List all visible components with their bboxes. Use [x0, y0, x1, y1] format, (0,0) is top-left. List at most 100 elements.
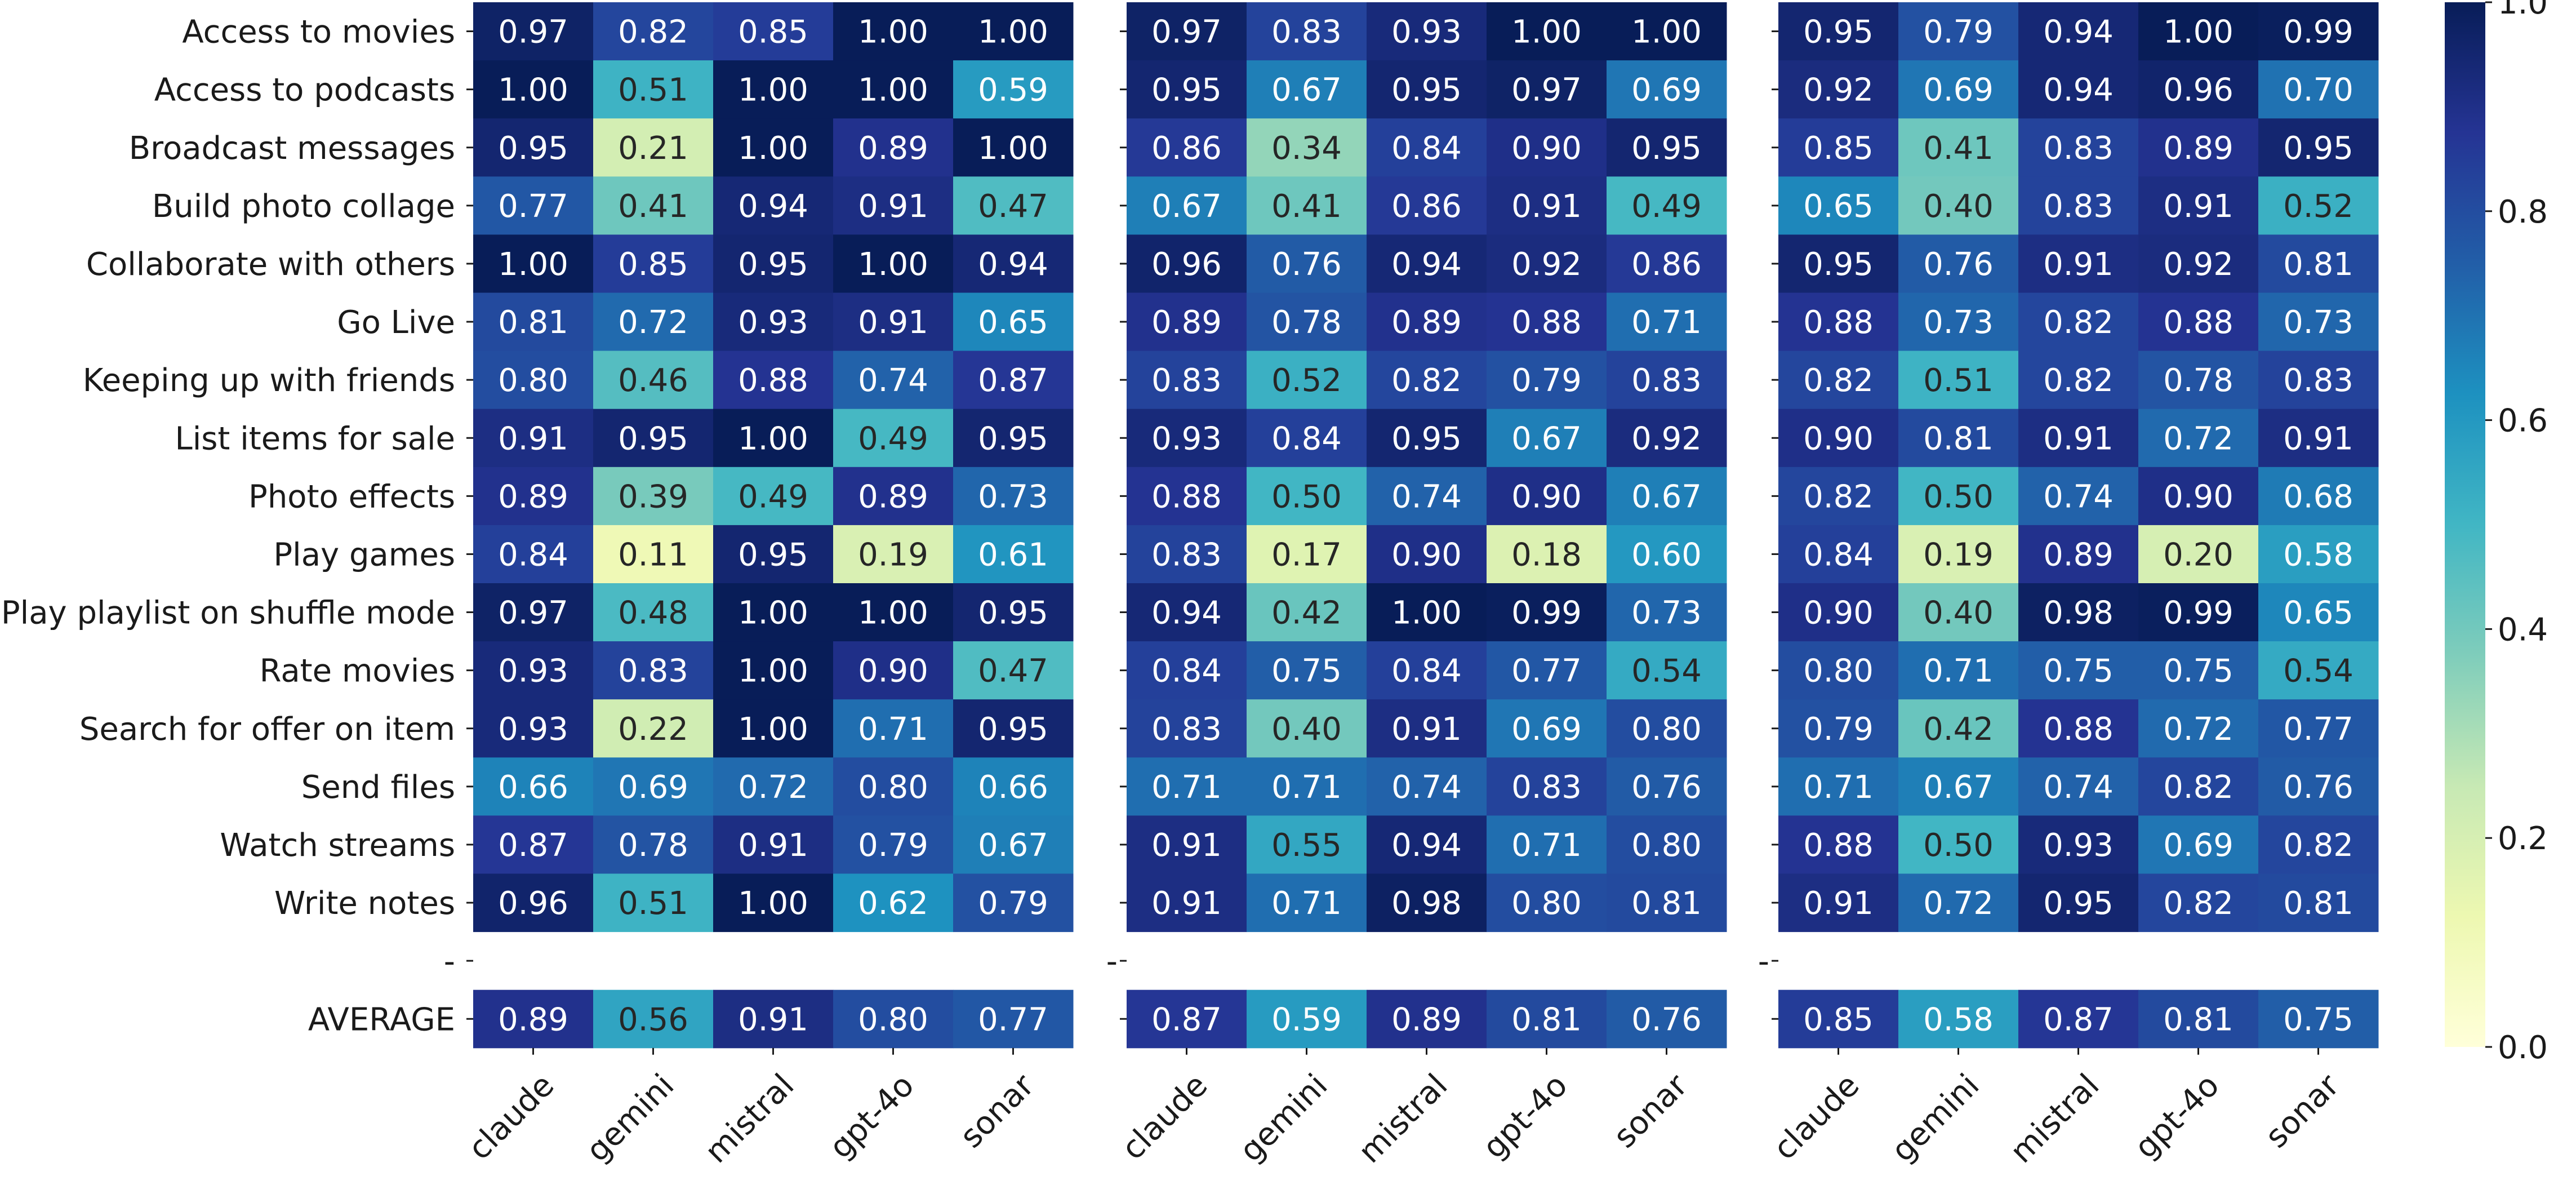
cell-p3-r5-c4-value: 0.92	[2163, 246, 2234, 283]
cell-p3-r10-c1-value: 0.84	[1803, 536, 1874, 573]
average-cell-p2-c5-value: 0.76	[1631, 1001, 1702, 1038]
cell-p1-r6-c4-rect	[833, 292, 954, 352]
xtick-label-p1-sonar: sonar	[953, 1067, 1042, 1155]
cell-p1-r3-c2-rect	[593, 118, 714, 177]
colorbar-tick-label: 0.2	[2498, 820, 2548, 857]
cell-p1-r12-c2-rect	[593, 641, 714, 700]
cell-p1-r12-c1-rect	[473, 641, 594, 700]
cell-p1-r8-c3-rect	[713, 409, 834, 468]
cell-p2-r13-c2-rect	[1247, 699, 1367, 758]
cell-p1-r3-c3-rect	[713, 118, 834, 177]
cell-p1-r1-c3-rect	[713, 2, 834, 61]
cell-p1-r2-c1-value: 1.00	[498, 72, 568, 109]
cell-p2-r2-c2-rect	[1247, 60, 1367, 119]
xtick-label-p3-claude: claude	[1767, 1067, 1867, 1168]
cell-p1-r8-c2-rect	[593, 409, 714, 468]
cell-p1-r6-c4-value: 0.91	[858, 304, 928, 341]
row-label: Build photo collage	[152, 188, 455, 225]
cell-p2-r8-c4-value: 0.67	[1511, 420, 1582, 457]
cell-p1-r11-c2-rect	[593, 583, 714, 642]
cell-p2-r5-c3-rect	[1367, 234, 1487, 293]
cell-p1-r8-c1-rect	[473, 409, 594, 468]
cell-p1-r3-c5-rect	[953, 118, 1074, 177]
cell-p2-r3-c5-value: 0.95	[1631, 130, 1702, 167]
heatmap-panel-2: 0.97 0.83 0.93 1.00 1.00 0.95 0.67 0.95 0.97 0.69…	[1120, 2, 1727, 1049]
cell-p3-r8-c3-value: 0.91	[2043, 420, 2114, 457]
average-cell-p3-c5-rect	[2258, 989, 2379, 1049]
cell-p2-r5-c4-rect	[1487, 234, 1607, 293]
cell-p3-r10-c4-rect	[2138, 525, 2259, 584]
cell-p2-r4-c2-rect	[1247, 176, 1367, 235]
colorbar-tick-label: 0.4	[2498, 611, 2548, 648]
cell-p1-r4-c5-value: 0.47	[978, 188, 1048, 225]
average-cell-p1-c1-value: 0.89	[498, 1001, 568, 1038]
cell-p3-r16-c3-value: 0.95	[2043, 885, 2114, 922]
cell-p3-r1-c5-value: 0.99	[2283, 14, 2353, 51]
cell-p2-r4-c4-value: 0.91	[1511, 188, 1582, 225]
cell-p3-r10-c5-value: 0.58	[2283, 536, 2353, 573]
cell-p2-r16-c2-value: 0.71	[1271, 885, 1342, 922]
cell-p3-r9-c2-value: 0.50	[1923, 478, 1994, 515]
cell-p1-r11-c5-rect	[953, 583, 1074, 642]
row-label: Collaborate with others	[86, 246, 455, 283]
cell-p1-r16-c2-value: 0.51	[618, 885, 688, 922]
cell-p3-r12-c1-value: 0.80	[1803, 653, 1874, 690]
average-cell-p3-c3-rect	[2018, 989, 2139, 1049]
cell-p2-r2-c1-rect	[1127, 60, 1247, 119]
cell-p1-r16-c1-rect	[473, 873, 594, 933]
cell-p2-r8-c1-rect	[1127, 409, 1247, 468]
cell-p2-r8-c4-rect	[1487, 409, 1607, 468]
cell-p1-r9-c5-value: 0.73	[978, 478, 1048, 515]
cell-p1-r10-c5-value: 0.61	[978, 536, 1048, 573]
cell-p2-r14-c5-value: 0.76	[1631, 769, 1702, 806]
cell-p3-r11-c3-value: 0.98	[2043, 595, 2114, 632]
cell-p2-r2-c2-value: 0.67	[1271, 72, 1342, 109]
cell-p2-r4-c3-value: 0.86	[1391, 188, 1462, 225]
cell-p2-r2-c4-value: 0.97	[1511, 72, 1582, 109]
average-cell-p1-c5-value: 0.77	[978, 1001, 1048, 1038]
cell-p3-r9-c1-rect	[1778, 467, 1899, 526]
cell-p3-r5-c3-value: 0.91	[2043, 246, 2114, 283]
cell-p3-r4-c2-rect	[1898, 176, 2019, 235]
cell-p1-r15-c5-rect	[953, 815, 1074, 874]
average-cell-p3-c1-rect	[1778, 989, 1899, 1049]
cell-p2-r8-c5-value: 0.92	[1631, 420, 1702, 457]
cell-p2-r8-c3-value: 0.95	[1391, 420, 1462, 457]
cell-p1-r13-c2-value: 0.22	[618, 711, 688, 748]
cell-p3-r12-c2-rect	[1898, 641, 2019, 700]
row-label: Watch streams	[220, 827, 455, 864]
cell-p2-r11-c4-rect	[1487, 583, 1607, 642]
row-label: Keeping up with friends	[83, 362, 455, 399]
cell-p3-r6-c4-value: 0.88	[2163, 304, 2234, 341]
cell-p1-r14-c3-value: 0.72	[738, 769, 808, 806]
cell-p2-r15-c5-rect	[1607, 815, 1727, 874]
average-cell-p2-c5-rect	[1607, 989, 1727, 1049]
cell-p2-r15-c4-rect	[1487, 815, 1607, 874]
cell-p2-r10-c3-rect	[1367, 525, 1487, 584]
cell-p1-r2-c1-rect	[473, 60, 594, 119]
cell-p1-r9-c3-value: 0.49	[738, 478, 808, 515]
cell-p2-r16-c4-rect	[1487, 873, 1607, 933]
cell-p3-r5-c3-rect	[2018, 234, 2139, 293]
cell-p2-r10-c4-value: 0.18	[1511, 536, 1582, 573]
cell-p3-r16-c1-value: 0.91	[1803, 885, 1874, 922]
cell-p3-r2-c3-rect	[2018, 60, 2139, 119]
cell-p2-r3-c2-rect	[1247, 118, 1367, 177]
cell-p1-r5-c2-rect	[593, 234, 714, 293]
xtick-label-p2-sonar: sonar	[1607, 1067, 1695, 1155]
cell-p1-r5-c3-rect	[713, 234, 834, 293]
cell-p3-r16-c3-rect	[2018, 873, 2139, 933]
cell-p3-r3-c1-rect	[1778, 118, 1899, 177]
cell-p2-r13-c1-rect	[1127, 699, 1247, 758]
cell-p3-r15-c3-value: 0.93	[2043, 827, 2114, 864]
average-cell-p2-c2-value: 0.59	[1271, 1001, 1342, 1038]
cell-p3-r5-c2-rect	[1898, 234, 2019, 293]
cell-p3-r4-c1-rect	[1778, 176, 1899, 235]
cell-p2-r13-c2-value: 0.40	[1271, 711, 1342, 748]
cell-p3-r6-c5-rect	[2258, 292, 2379, 352]
cell-p1-r16-c5-value: 0.79	[978, 885, 1048, 922]
heatmap-panel-3: 0.95 0.79 0.94 1.00 0.99 0.92 0.69 0.94 0.96 0.70…	[1772, 2, 2379, 1049]
cell-p3-r6-c2-rect	[1898, 292, 2019, 352]
cell-p1-r13-c4-rect	[833, 699, 954, 758]
cell-p2-r12-c3-value: 0.84	[1391, 653, 1462, 690]
